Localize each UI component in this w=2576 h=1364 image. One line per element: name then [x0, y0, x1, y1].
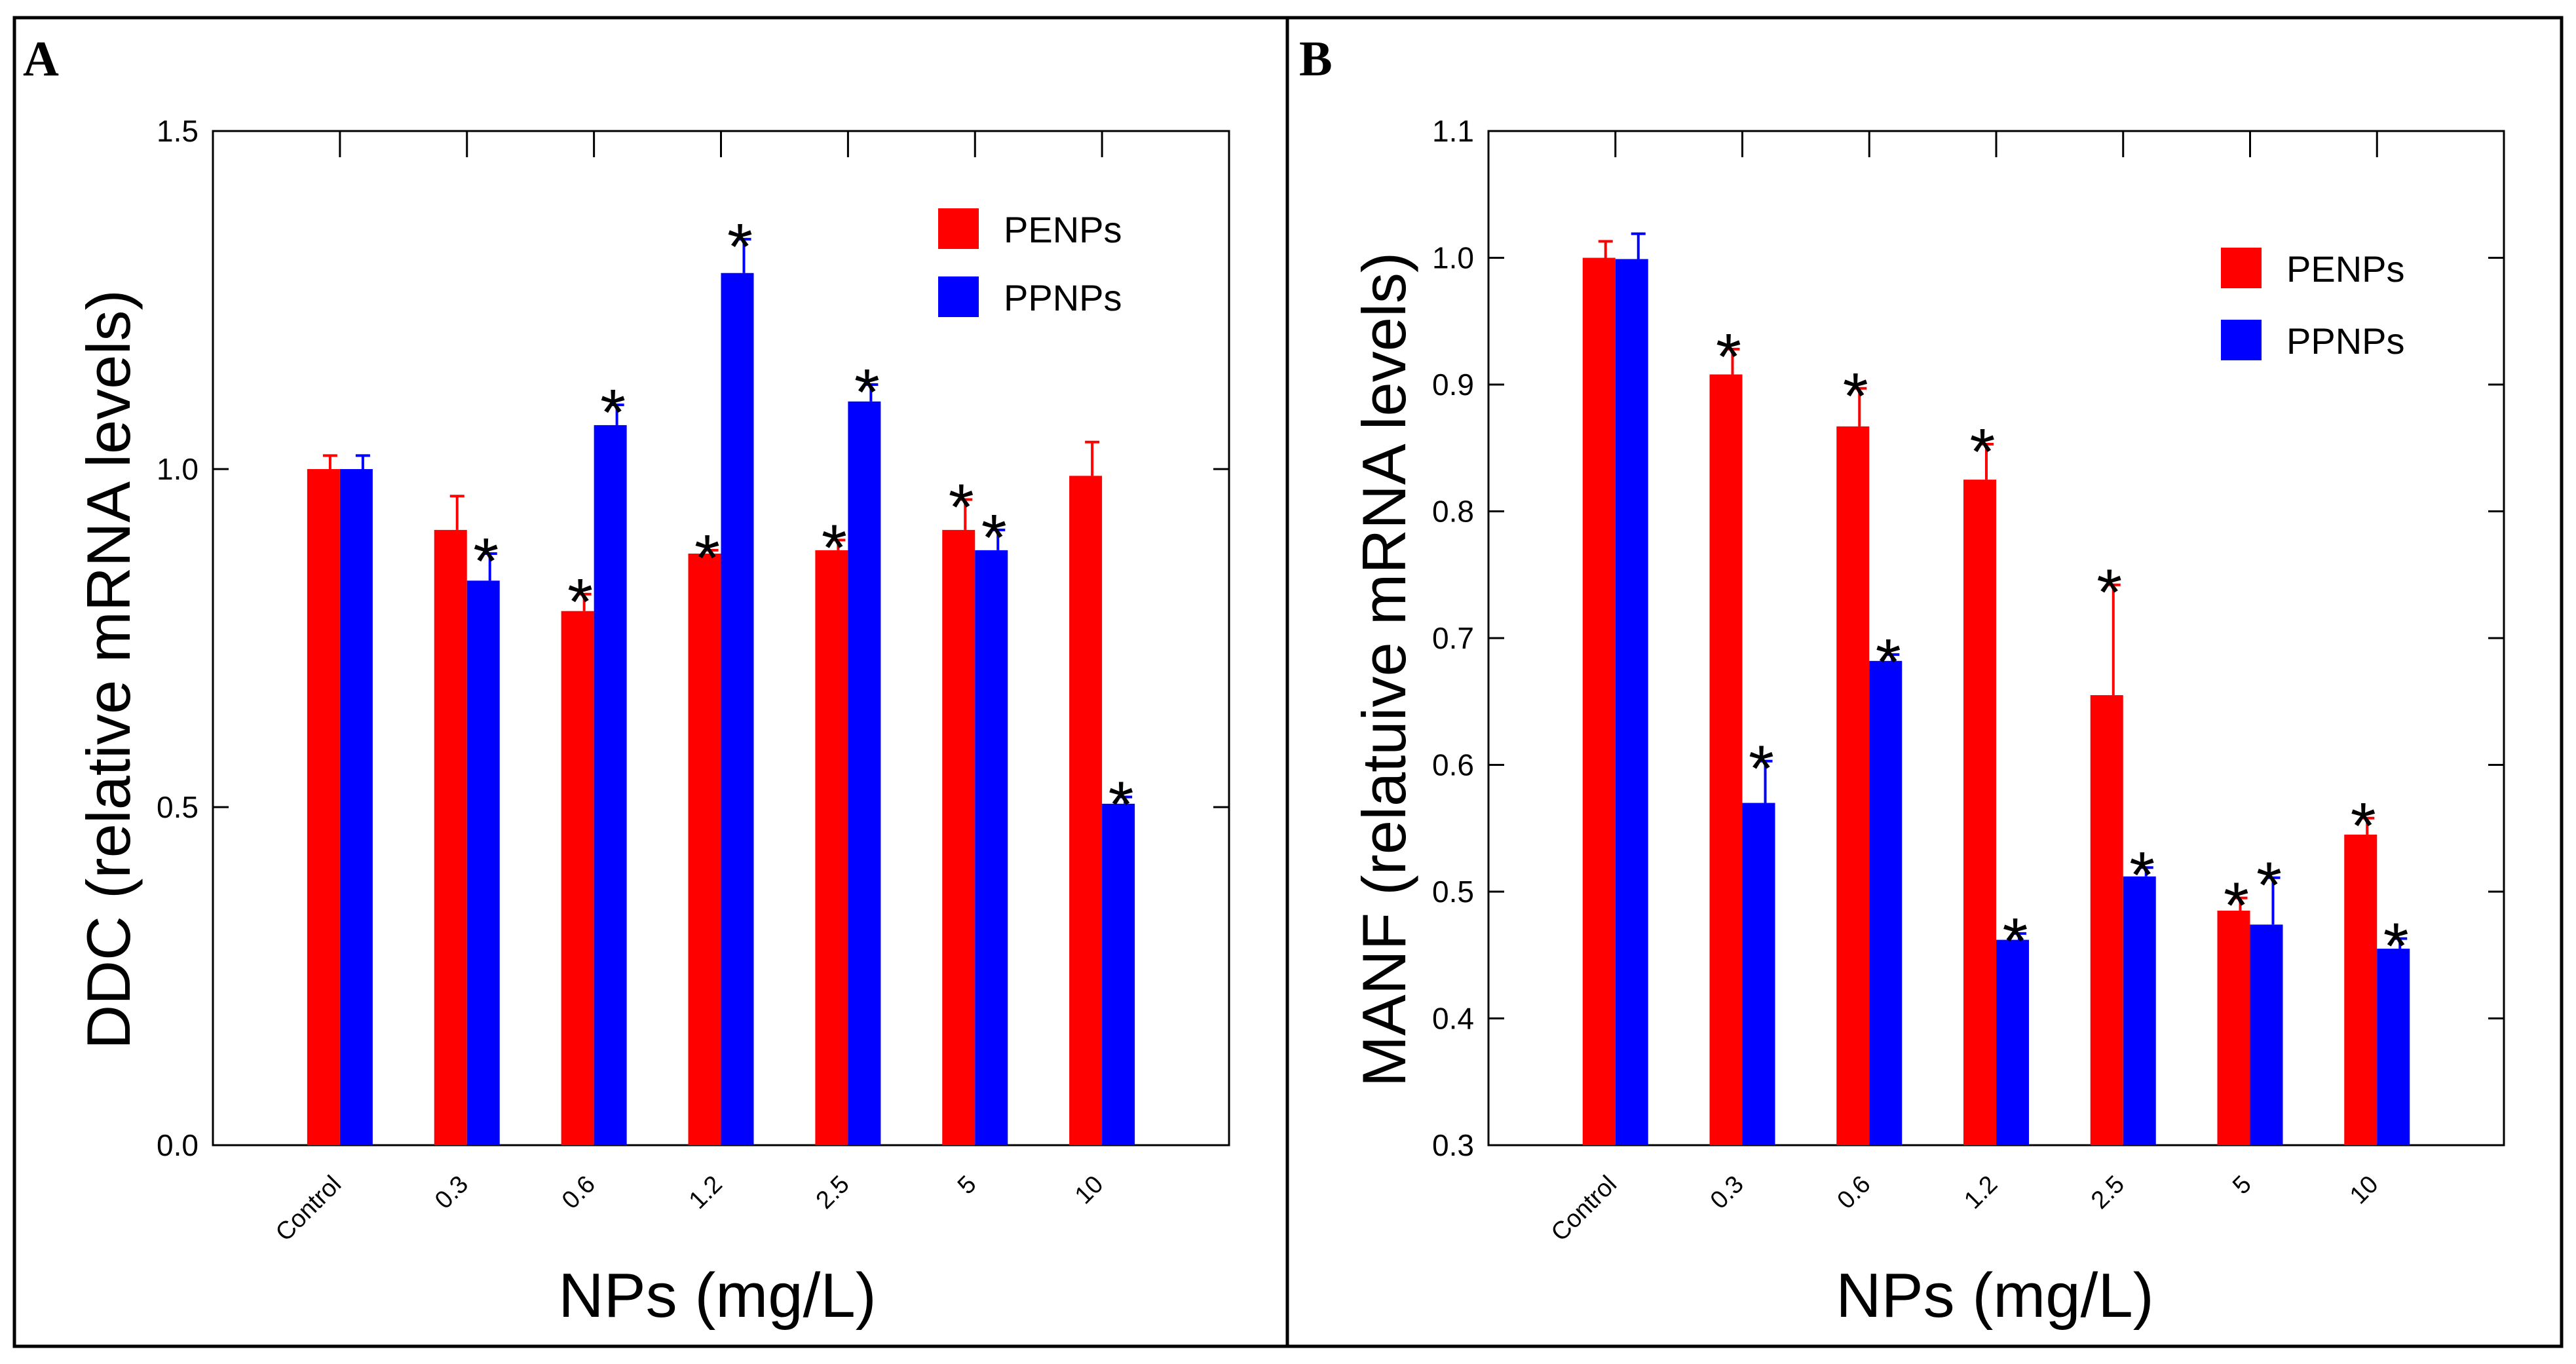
panel-b-bar-penps: [1709, 374, 1743, 1145]
panel-b-bar-ppnps: [1742, 803, 1775, 1145]
panel-b-legend-swatch-ppnps: [2221, 320, 2262, 360]
panel-b-significance-star: *: [2003, 905, 2028, 978]
panel-b-y-tick-label: 0.9: [1432, 368, 1474, 402]
panel-b-y-tick-label: 0.8: [1432, 495, 1474, 529]
panel-b-bar-penps: [2217, 911, 2250, 1145]
panel-b-significance-star: *: [1749, 732, 1774, 806]
panel-a-bar-penps: [1069, 476, 1103, 1145]
panel-a-bar-penps: [688, 554, 721, 1145]
panel-b-bar-penps: [2090, 695, 2123, 1145]
panel-a-y-tick-label: 1.5: [157, 114, 199, 148]
panel-a-legend-swatch-penps: [938, 208, 979, 249]
panel-a-significance-star: *: [949, 470, 974, 544]
panel-b-bar-ppnps: [1615, 259, 1648, 1145]
panel-a-bar-ppnps: [594, 425, 627, 1146]
panel-b-y-tick-label: 0.3: [1432, 1128, 1474, 1162]
panel-a-bar-penps: [307, 469, 340, 1145]
panel-a-bar-ppnps: [466, 580, 500, 1145]
panel-a-significance-star: *: [600, 376, 626, 449]
panel-a-bar-penps: [561, 611, 594, 1145]
panel-a-legend-label-penps: PENPs: [1004, 209, 1122, 250]
panel-b-significance-star: *: [1716, 320, 1741, 394]
panel-a-bar-ppnps: [975, 550, 1008, 1145]
panel-b-bar-penps: [1836, 426, 1870, 1145]
panel-a-letter: A: [23, 31, 59, 86]
panel-a-significance-star: *: [567, 565, 593, 639]
panel-a-legend-label-ppnps: PPNPs: [1004, 277, 1122, 318]
panel-a-y-axis-title: DDC (relative mRNA levels): [74, 290, 143, 1050]
panel-a-bar-penps: [815, 550, 848, 1145]
panel-b-significance-star: *: [2383, 910, 2409, 983]
panel-b: B MANF (relatuive mRNA levels) NPs (mg/L…: [1299, 31, 2505, 1331]
panel-b-bar-ppnps: [1996, 939, 2029, 1145]
panel-a-bar-ppnps: [1102, 803, 1135, 1145]
panel-b-x-axis-title: NPs (mg/L): [1836, 1260, 2153, 1331]
panel-a-bar-ppnps: [721, 273, 754, 1146]
panel-b-bar-ppnps: [2123, 876, 2156, 1145]
panel-a-legend-swatch-ppnps: [938, 276, 979, 317]
panel-b-y-tick-label: 0.5: [1432, 875, 1474, 909]
panel-b-significance-star: *: [2224, 869, 2249, 943]
panel-b-significance-star: *: [1970, 415, 1996, 489]
panel-b-legend-label-penps: PENPs: [2286, 248, 2405, 290]
panel-b-y-tick-label: 0.4: [1432, 1002, 1474, 1036]
panel-a-significance-star: *: [727, 210, 753, 284]
panel-b-legend-swatch-penps: [2221, 248, 2262, 288]
panel-a-bar-penps: [942, 529, 975, 1145]
panel-b-significance-star: *: [1876, 626, 1901, 699]
panel-b-significance-star: *: [2351, 789, 2376, 863]
panel-b-significance-star: *: [2256, 849, 2282, 922]
panel-a-y-tick-label: 0.0: [157, 1128, 199, 1162]
panel-a-significance-star: *: [1108, 768, 1134, 842]
panel-a: A DDC (relative mRNA levels) NPs (mg/L) …: [23, 31, 1230, 1331]
panel-a-significance-star: *: [822, 511, 847, 584]
panel-b-bar-ppnps: [2250, 924, 2283, 1145]
panel-b-bar-penps: [1582, 257, 1616, 1145]
panel-a-x-axis-title: NPs (mg/L): [558, 1260, 876, 1331]
panel-a-significance-star: *: [694, 521, 720, 595]
panel-a-y-tick-label: 0.5: [157, 790, 199, 824]
panel-a-significance-star: *: [854, 356, 880, 429]
panel-b-y-axis-title: MANF (relatuive mRNA levels): [1350, 252, 1418, 1087]
panel-a-bar-penps: [434, 529, 467, 1145]
panel-a-significance-star: *: [473, 525, 499, 598]
panel-b-bar-penps: [2344, 834, 2377, 1145]
panel-a-significance-star: *: [981, 501, 1007, 575]
panel-b-bar-ppnps: [1869, 660, 1903, 1145]
panel-b-y-tick-label: 0.6: [1432, 748, 1474, 782]
panel-a-bar-ppnps: [848, 401, 881, 1145]
panel-a-bar-ppnps: [339, 469, 373, 1145]
panel-b-significance-star: *: [2129, 839, 2155, 912]
panel-b-bar-ppnps: [2377, 949, 2410, 1145]
panel-b-legend-label-ppnps: PPNPs: [2286, 320, 2405, 362]
panel-b-letter: B: [1299, 31, 1333, 86]
panel-b-bar-penps: [1963, 480, 1996, 1145]
panel-b-significance-star: *: [1843, 360, 1868, 433]
panel-a-y-tick-label: 1.0: [157, 452, 199, 486]
panel-b-y-tick-label: 0.7: [1432, 621, 1474, 655]
panel-b-y-tick-label: 1.0: [1432, 241, 1474, 275]
panel-b-significance-star: *: [2096, 556, 2122, 630]
panel-b-y-tick-label: 1.1: [1432, 114, 1474, 148]
